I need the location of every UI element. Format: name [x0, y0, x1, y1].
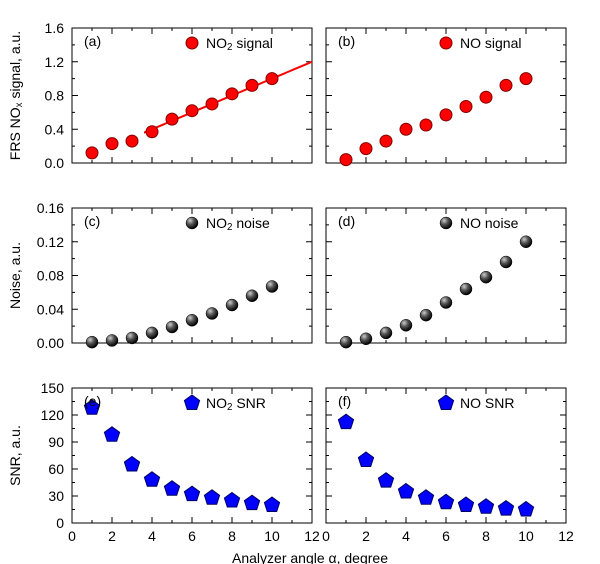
legend-d: NO noise: [440, 215, 519, 231]
figure-svg: 0.0 0.4 0.8 1.2 1.6 (a) NO2 signal (b) NO signal…: [0, 0, 600, 564]
svg-text:4: 4: [148, 528, 156, 544]
svg-text:1.2: 1.2: [45, 54, 65, 70]
chart-figure: 0.0 0.4 0.8 1.2 1.6 (a) NO2 signal (b) NO signal…: [0, 0, 600, 564]
svg-text:12: 12: [558, 528, 574, 544]
svg-text:NO2 noise: NO2 noise: [206, 215, 270, 233]
panel-label-b: (b): [338, 33, 355, 49]
svg-text:30: 30: [48, 488, 64, 504]
svg-text:NO2 SNR: NO2 SNR: [206, 395, 266, 413]
panel-label-f: (f): [338, 393, 351, 409]
svg-text:2: 2: [108, 528, 116, 544]
svg-text:12: 12: [304, 528, 320, 544]
svg-text:NO2 signal: NO2 signal: [206, 35, 273, 53]
panel-b: (b) NO signal: [326, 28, 566, 166]
svg-text:0.4: 0.4: [45, 121, 65, 137]
ylabel-row-0: FRS NOx signal, a.u.: [7, 31, 25, 160]
legend-b: NO signal: [440, 35, 521, 51]
svg-text:0.8: 0.8: [45, 88, 65, 104]
svg-text:0: 0: [322, 528, 330, 544]
svg-text:4: 4: [402, 528, 410, 544]
legend-e: NO2 SNR: [184, 395, 266, 413]
ylabel-row-2: SNR, a.u.: [7, 425, 23, 486]
ylabel-row-1: Noise, a.u.: [7, 242, 23, 309]
svg-text:6: 6: [442, 528, 450, 544]
svg-text:8: 8: [228, 528, 236, 544]
svg-text:NO SNR: NO SNR: [460, 395, 514, 411]
svg-text:0.16: 0.16: [37, 200, 64, 216]
legend-f: NO SNR: [438, 395, 514, 411]
svg-text:0: 0: [68, 528, 76, 544]
svg-text:NO signal: NO signal: [460, 35, 521, 51]
svg-text:10: 10: [264, 528, 280, 544]
panel-f: 0 2 4 6 8 10 12 (f) NO SNR: [322, 388, 574, 544]
panel-d: (d) NO noise: [326, 197, 566, 348]
xlabel: Analyzer angle α, degree: [232, 550, 388, 564]
svg-text:10: 10: [518, 528, 534, 544]
svg-text:6: 6: [188, 528, 196, 544]
svg-text:120: 120: [41, 407, 65, 423]
svg-text:0.00: 0.00: [37, 335, 64, 351]
svg-text:2: 2: [362, 528, 370, 544]
svg-text:NO noise: NO noise: [460, 215, 519, 231]
svg-text:90: 90: [48, 434, 64, 450]
panel-label-e: (e): [84, 393, 101, 409]
panel-a: 0.0 0.4 0.8 1.2 1.6 (a) NO2 signal: [45, 20, 312, 171]
svg-text:60: 60: [48, 461, 64, 477]
panel-e: 0246810120306090120150(e)NO2 SNR: [41, 380, 320, 544]
panel-label-a: (a): [84, 33, 101, 49]
legend-a: NO2 signal: [186, 35, 273, 53]
legend-c: NO2 noise: [186, 215, 270, 233]
panel-label-d: (d): [338, 213, 355, 229]
svg-text:1.6: 1.6: [45, 20, 65, 36]
svg-text:8: 8: [482, 528, 490, 544]
svg-text:0.08: 0.08: [37, 268, 64, 284]
panel-c: 0.00 0.04 0.08 0.12 0.16 (c) NO2 noise: [37, 200, 312, 351]
svg-text:0.04: 0.04: [37, 301, 64, 317]
panel-label-c: (c): [84, 213, 100, 229]
fit-line-c: [72, 258, 312, 343]
svg-text:0.12: 0.12: [37, 234, 64, 250]
svg-text:0: 0: [56, 515, 64, 531]
svg-text:0.0: 0.0: [45, 155, 65, 171]
svg-text:150: 150: [41, 380, 65, 396]
